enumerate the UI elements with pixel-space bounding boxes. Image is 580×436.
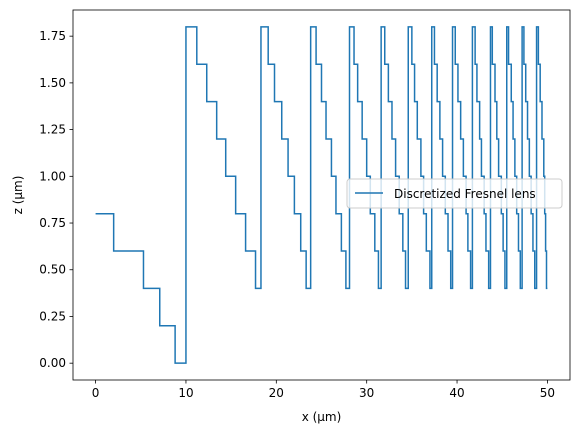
x-tick-label: 50 xyxy=(540,386,555,400)
x-tick-label: 30 xyxy=(359,386,374,400)
x-tick-label: 40 xyxy=(449,386,464,400)
axes-frame xyxy=(72,9,571,381)
x-tick-label: 10 xyxy=(178,386,193,400)
x-axis: 0 10 20 30 40 50 xyxy=(92,380,555,400)
plot-area xyxy=(95,26,548,364)
legend: Discretized Fresnel lens xyxy=(346,178,563,209)
y-axis-label: z (μm) xyxy=(11,176,25,215)
x-axis-label: x (μm) xyxy=(302,410,342,424)
x-tick-label: 0 xyxy=(92,386,100,400)
y-tick-label: 0.00 xyxy=(39,356,66,370)
y-axis: 0.00 0.25 0.50 0.75 1.00 1.25 1.50 1.75 xyxy=(39,29,73,370)
y-tick-label: 0.75 xyxy=(39,216,66,230)
legend-box xyxy=(346,178,563,209)
series-line-fresnel-lens xyxy=(95,26,548,364)
legend-label: Discretized Fresnel lens xyxy=(394,187,536,201)
y-tick-label: 1.25 xyxy=(39,123,66,137)
y-tick-label: 0.50 xyxy=(39,263,66,277)
x-tick-label: 20 xyxy=(269,386,284,400)
y-tick-label: 0.25 xyxy=(39,309,66,323)
y-tick-label: 1.00 xyxy=(39,169,66,183)
y-tick-label: 1.50 xyxy=(39,76,66,90)
y-tick-label: 1.75 xyxy=(39,29,66,43)
